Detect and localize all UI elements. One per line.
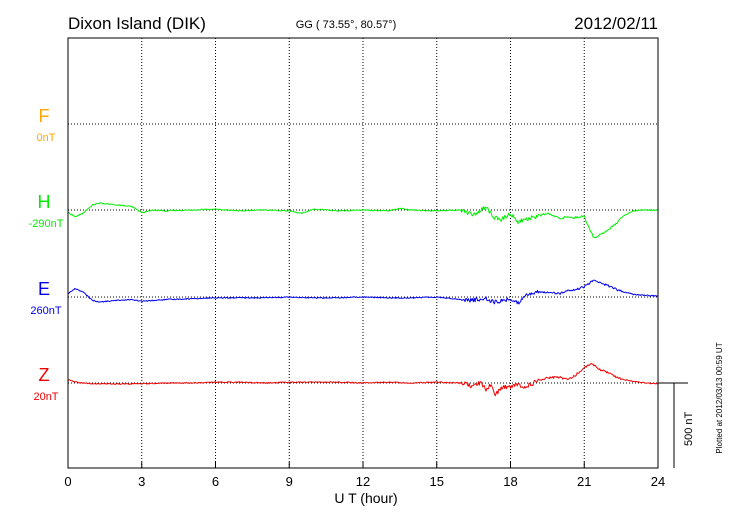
coordinates-label: GG ( 73.55°, 80.57°) <box>296 19 397 31</box>
x-tick-label: 12 <box>356 474 370 489</box>
x-tick-label: 21 <box>577 474 591 489</box>
channel-baseline-z: 20nT <box>33 391 58 403</box>
station-title: Dixon Island (DIK) <box>68 14 206 33</box>
channel-baseline-f: 0nT <box>37 132 56 144</box>
plotted-timestamp: Plotted at 2012/03/13 00:59 UT <box>715 342 724 453</box>
x-tick-label: 6 <box>212 474 219 489</box>
x-tick-label: 15 <box>430 474 444 489</box>
channel-labels: F 0nT H -290nT E 260nT Z 20nT <box>29 106 64 403</box>
grid-lines <box>68 38 658 468</box>
plot-frame <box>67 37 659 469</box>
trace-z <box>67 363 659 397</box>
channel-baseline-e: 260nT <box>30 305 61 317</box>
channel-name-z: Z <box>39 365 50 385</box>
x-axis-title: U T (hour) <box>334 490 397 506</box>
x-tick-label: 9 <box>286 474 293 489</box>
x-tick-label: 18 <box>503 474 517 489</box>
trace-e <box>67 279 659 305</box>
trace-h <box>67 202 659 239</box>
x-tick-label: 3 <box>138 474 145 489</box>
trace-group <box>67 202 659 397</box>
date-label: 2012/02/11 <box>574 14 658 33</box>
channel-baseline-h: -290nT <box>29 218 64 230</box>
channel-name-h: H <box>38 192 51 212</box>
scale-bar-label: 500 nT <box>683 411 695 446</box>
channel-name-e: E <box>38 279 50 299</box>
x-tick-label: 0 <box>64 474 71 489</box>
x-axis: 0 3 6 9 12 15 18 21 24 <box>64 462 665 489</box>
x-tick-label: 24 <box>651 474 665 489</box>
channel-name-f: F <box>39 106 50 126</box>
